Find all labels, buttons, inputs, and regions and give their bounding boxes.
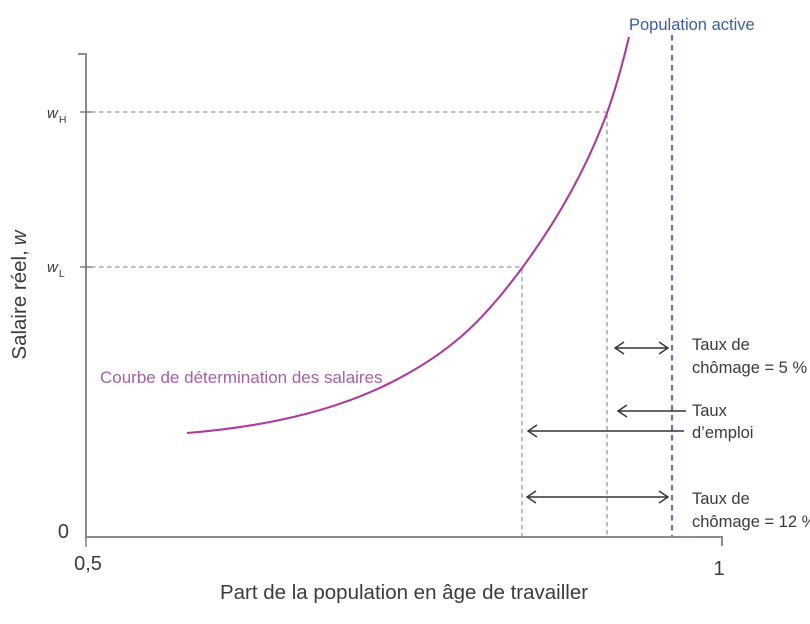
unemployment-5-label-line1: Taux de <box>692 336 750 354</box>
wage-setting-curve <box>186 36 631 435</box>
employment-rate-arrow-long <box>526 424 684 438</box>
unemployment-5-arrow <box>613 341 670 355</box>
unemployment-5-label-line2: chômage = 5 % <box>692 359 807 377</box>
wl-tick-label: wL <box>47 259 65 280</box>
employment-rate-label-line2: d’emploi <box>692 424 753 442</box>
employment-rate-arrow-short <box>616 404 686 418</box>
unemployment-12-label-line1: Taux de <box>692 490 750 508</box>
wh-tick-label: wH <box>47 105 66 126</box>
x-tick-max-label: 1 <box>713 558 724 580</box>
x-axis-title: Part de la population en âge de travaill… <box>220 581 588 604</box>
labour-force-label: Population active <box>629 16 755 34</box>
axes-frame <box>78 53 723 546</box>
x-tick-min-label: 0,5 <box>74 553 102 575</box>
wage-curve-label: Courbe de détermination des salaires <box>100 368 383 387</box>
employment-rate-label-line1: Taux <box>692 402 728 420</box>
y-origin-label: 0 <box>58 521 69 543</box>
unemployment-12-arrow <box>525 490 670 504</box>
y-axis-title: Salaire réel,w <box>8 229 31 359</box>
unemployment-12-label-line2: chômage = 12 % <box>692 513 810 531</box>
